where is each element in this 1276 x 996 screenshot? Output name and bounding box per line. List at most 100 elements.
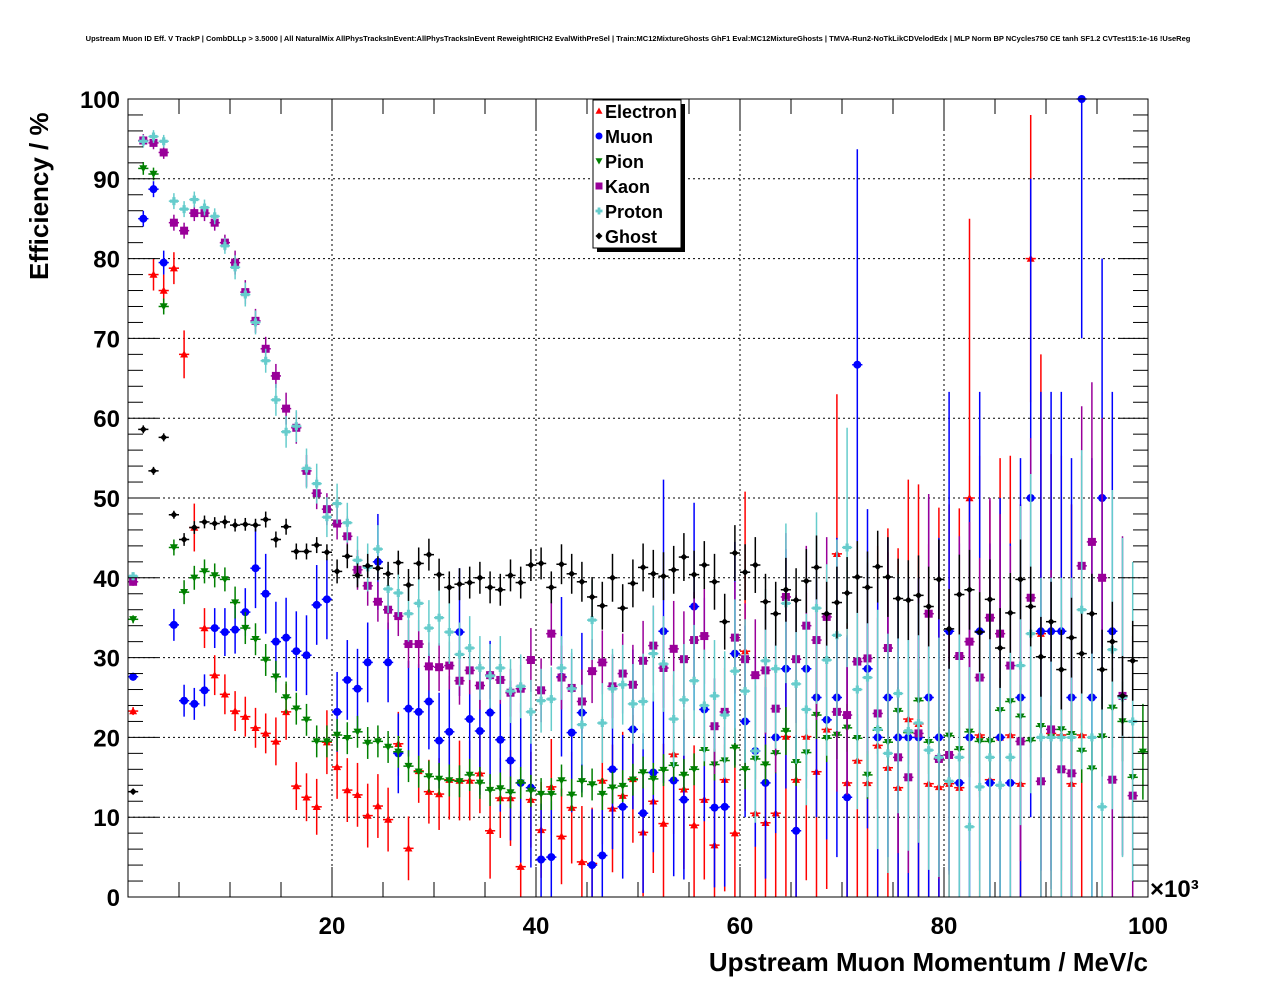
marker-square: [129, 577, 138, 586]
marker-diamond: [792, 596, 800, 604]
data-point-proton: [342, 502, 353, 543]
marker-cross-v: [131, 572, 135, 581]
marker-circle: [384, 658, 393, 667]
data-point-pion: [576, 765, 587, 798]
data-point-pion: [505, 776, 516, 809]
marker-diamond: [864, 583, 871, 591]
marker-cross-v: [559, 663, 564, 672]
data-point-proton: [505, 659, 516, 724]
marker-circle: [475, 727, 484, 736]
marker-diamond: [945, 625, 953, 633]
marker-triangle-down: [659, 766, 668, 775]
marker-diamond: [1129, 657, 1137, 665]
legend-box: [592, 99, 682, 249]
marker-cross-v: [162, 137, 166, 146]
marker-cross-v: [396, 588, 400, 597]
marker-diamond: [782, 586, 790, 594]
marker-triangle-down: [639, 769, 648, 777]
data-point-proton: [464, 616, 475, 680]
data-point-electron: [270, 717, 281, 766]
data-point-proton: [525, 679, 536, 744]
data-point-proton: [250, 310, 261, 335]
marker-cross-v: [580, 720, 584, 729]
data-point-muon: [138, 210, 149, 227]
data-point-electron: [199, 608, 210, 649]
data-point-ghost: [607, 553, 618, 602]
marker-triangle-down: [1138, 748, 1147, 756]
marker-triangle-up: [557, 832, 566, 840]
marker-diamond: [823, 610, 831, 618]
marker-cross-v: [1100, 802, 1104, 811]
marker-triangle-down: [200, 568, 209, 576]
marker-diamond: [741, 568, 749, 576]
data-point-ghost: [138, 425, 149, 434]
data-point-ghost: [148, 466, 159, 475]
marker-circle: [129, 672, 138, 681]
data-point-muon: [321, 559, 332, 640]
data-point-proton: [576, 684, 587, 765]
marker-triangle-down: [475, 779, 484, 787]
marker-cross-v: [172, 197, 176, 206]
data-point-ghost: [352, 563, 363, 588]
marker-triangle-down: [516, 779, 525, 787]
marker-diamond: [894, 595, 902, 603]
marker-cross-v: [804, 705, 808, 714]
data-point-proton: [189, 191, 200, 208]
data-point-proton: [913, 603, 924, 843]
marker-diamond: [1098, 666, 1106, 674]
data-point-pion: [383, 731, 394, 763]
marker-triangle-down: [781, 727, 790, 736]
data-point-proton: [240, 282, 251, 307]
data-point-proton: [423, 600, 434, 657]
marker-triangle-down: [261, 656, 270, 664]
marker-cross-v: [151, 132, 156, 141]
marker-cross-v: [1018, 661, 1023, 670]
data-point-muon: [219, 608, 230, 657]
y-tick-label: 60: [93, 406, 120, 433]
marker-triangle-down: [618, 782, 627, 791]
data-point-proton: [801, 613, 812, 806]
marker-cross-v: [315, 479, 319, 488]
x-tick-label: 100: [1128, 913, 1168, 940]
data-point-proton: [148, 130, 159, 143]
marker-cross-v: [702, 701, 706, 710]
data-point-ghost: [1056, 629, 1067, 710]
marker-triangle-down: [220, 576, 229, 584]
data-point-proton: [128, 572, 139, 581]
data-point-pion: [199, 559, 210, 584]
data-point-muon: [128, 672, 139, 681]
marker-triangle-down: [343, 734, 352, 743]
data-point-pion: [760, 744, 771, 785]
marker-circle: [261, 589, 270, 598]
data-point-proton: [536, 668, 547, 733]
marker-circle: [169, 620, 178, 629]
data-point-muon: [179, 684, 190, 717]
marker-cross-v: [427, 624, 431, 633]
data-point-pion: [678, 758, 689, 791]
marker-triangle-up: [231, 707, 240, 715]
marker-cross-v: [529, 707, 533, 716]
data-point-muon: [852, 149, 863, 581]
x-tick-label: 60: [727, 913, 754, 940]
data-point-ghost: [638, 543, 649, 592]
marker-diamond: [517, 579, 525, 587]
data-point-electron: [250, 707, 261, 748]
marker-triangle-down: [394, 748, 403, 756]
data-point-ghost: [281, 518, 292, 535]
marker-triangle-up: [730, 829, 739, 837]
marker-cross-v: [978, 782, 982, 791]
data-point-proton: [638, 653, 649, 750]
data-point-muon: [311, 565, 322, 645]
data-point-ghost: [362, 553, 373, 578]
marker-triangle-down: [129, 616, 138, 624]
marker-circle: [424, 697, 433, 706]
marker-triangle-down: [730, 744, 739, 752]
data-point-pion: [342, 722, 353, 755]
data-point-ghost: [199, 515, 210, 529]
marker-circle: [595, 132, 603, 140]
marker-square: [669, 644, 678, 653]
marker-diamond: [874, 563, 882, 571]
data-point-ghost: [413, 547, 424, 580]
data-point-pion: [444, 764, 455, 797]
data-point-pion: [648, 762, 659, 795]
